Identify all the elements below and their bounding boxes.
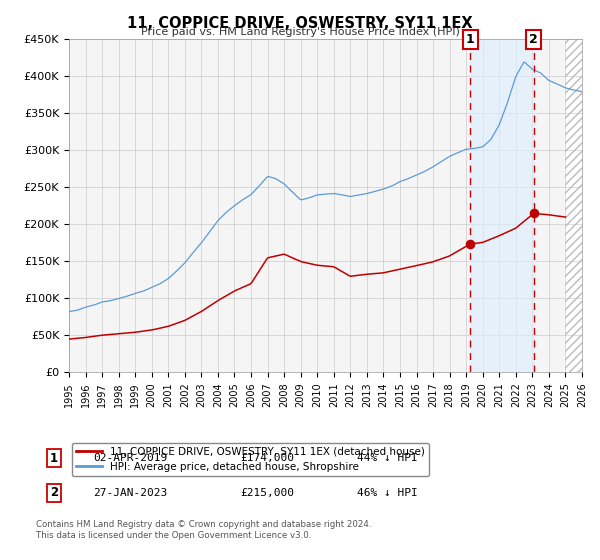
Text: 11, COPPICE DRIVE, OSWESTRY, SY11 1EX: 11, COPPICE DRIVE, OSWESTRY, SY11 1EX <box>127 16 473 31</box>
Text: 27-JAN-2023: 27-JAN-2023 <box>93 488 167 498</box>
Text: 44% ↓ HPI: 44% ↓ HPI <box>357 453 418 463</box>
Text: 1: 1 <box>466 32 475 46</box>
Point <box>529 209 538 218</box>
Bar <box>565 39 582 372</box>
Text: 2: 2 <box>529 32 538 46</box>
Text: Price paid vs. HM Land Registry's House Price Index (HPI): Price paid vs. HM Land Registry's House … <box>140 27 460 37</box>
Text: 2: 2 <box>50 486 58 500</box>
Text: £174,000: £174,000 <box>240 453 294 463</box>
Bar <box>470 39 533 372</box>
Text: 46% ↓ HPI: 46% ↓ HPI <box>357 488 418 498</box>
Text: £215,000: £215,000 <box>240 488 294 498</box>
Legend: 11, COPPICE DRIVE, OSWESTRY, SY11 1EX (detached house), HPI: Average price, deta: 11, COPPICE DRIVE, OSWESTRY, SY11 1EX (d… <box>71 442 429 476</box>
Text: 02-APR-2019: 02-APR-2019 <box>93 453 167 463</box>
Point <box>466 239 475 248</box>
Text: 1: 1 <box>50 451 58 465</box>
Bar <box>565 39 582 372</box>
Text: Contains HM Land Registry data © Crown copyright and database right 2024.: Contains HM Land Registry data © Crown c… <box>36 520 371 529</box>
Text: This data is licensed under the Open Government Licence v3.0.: This data is licensed under the Open Gov… <box>36 531 311 540</box>
